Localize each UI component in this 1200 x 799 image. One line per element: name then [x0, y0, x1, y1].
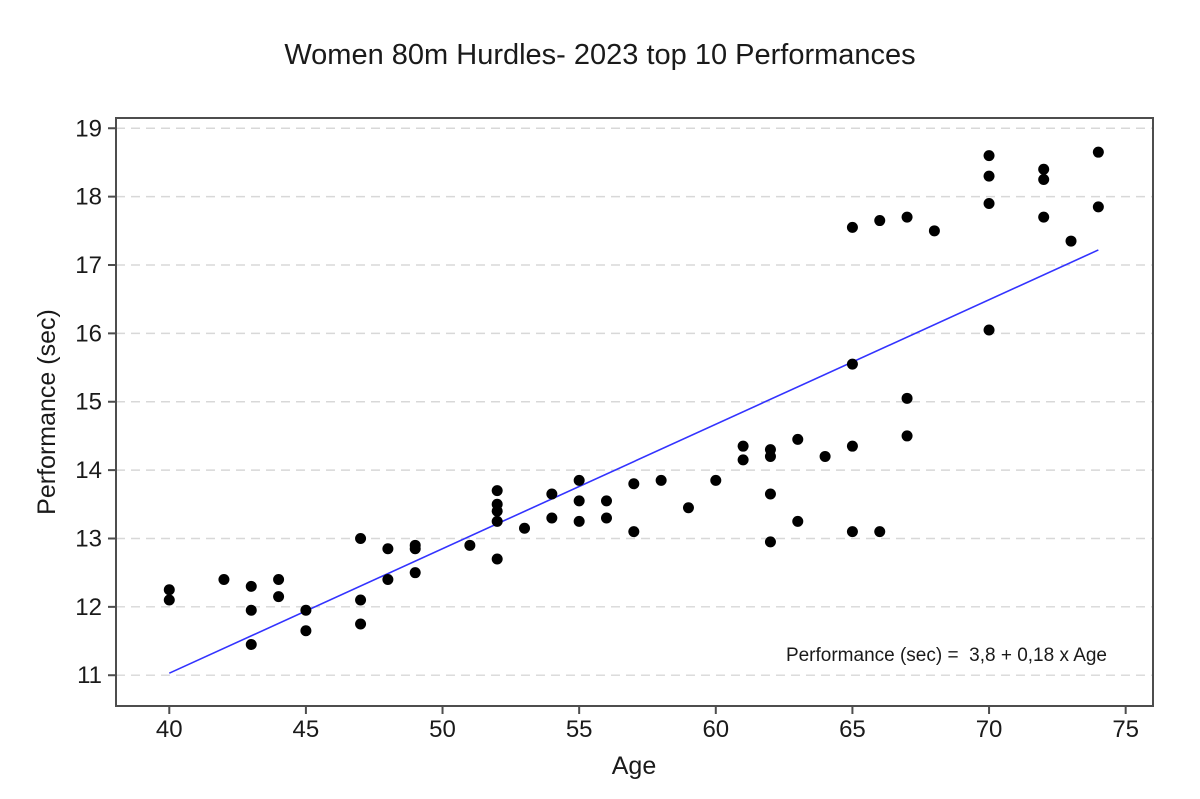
data-point: [792, 433, 804, 445]
y-tick-label: 13: [75, 525, 102, 552]
data-point: [464, 539, 476, 551]
data-point: [628, 526, 640, 538]
data-point: [983, 324, 995, 336]
y-tick-label: 11: [77, 662, 102, 689]
data-point: [245, 580, 257, 592]
y-tick-label: 19: [75, 115, 102, 142]
data-point: [573, 515, 585, 527]
y-gridlines: [116, 127, 1153, 676]
data-point: [573, 474, 585, 486]
data-point: [792, 515, 804, 527]
data-point: [382, 543, 394, 555]
x-axis-label: Age: [612, 752, 656, 780]
data-point: [573, 495, 585, 507]
data-point: [600, 495, 612, 507]
x-tick-marks: [168, 706, 1127, 714]
data-point: [245, 638, 257, 650]
data-point: [628, 478, 640, 490]
data-point: [737, 440, 749, 452]
data-point: [273, 574, 285, 586]
data-point: [1092, 201, 1104, 213]
data-point: [300, 604, 312, 616]
plot-frame: [115, 117, 1154, 707]
data-point: [901, 211, 913, 223]
data-point: [273, 591, 285, 603]
data-point: [546, 512, 558, 524]
data-point: [218, 574, 230, 586]
data-point: [764, 488, 776, 500]
data-point: [491, 505, 503, 517]
y-tick-label: 18: [75, 184, 102, 211]
y-tick-label: 14: [75, 457, 102, 484]
data-point: [491, 515, 503, 527]
data-point: [355, 618, 367, 630]
x-tick-label: 70: [976, 716, 1003, 743]
regression-line: [168, 249, 1099, 674]
x-tick-label: 40: [156, 716, 183, 743]
data-point: [846, 221, 858, 233]
data-point: [983, 170, 995, 182]
data-point: [764, 450, 776, 462]
data-point: [874, 215, 886, 227]
x-tick-label: 45: [293, 716, 320, 743]
data-point: [382, 574, 394, 586]
data-point: [163, 594, 175, 606]
chart-title: Women 80m Hurdles- 2023 top 10 Performan…: [284, 39, 915, 71]
data-point: [983, 197, 995, 209]
data-point: [764, 536, 776, 548]
data-point: [1038, 211, 1050, 223]
data-point: [874, 526, 886, 538]
data-point: [519, 522, 531, 534]
data-point: [1092, 146, 1104, 158]
x-tick-label: 55: [566, 716, 593, 743]
data-point: [546, 488, 558, 500]
data-point: [846, 440, 858, 452]
data-point: [163, 584, 175, 596]
data-point: [983, 150, 995, 162]
x-tick-label: 65: [839, 716, 866, 743]
x-tick-labels: 40 45 50 55 60 65 70 75: [156, 716, 1139, 743]
x-tick-label: 50: [429, 716, 456, 743]
y-tick-label: 15: [75, 389, 102, 416]
data-point: [819, 450, 831, 462]
data-point: [300, 625, 312, 637]
y-tick-label: 17: [75, 252, 102, 279]
data-point: [409, 567, 421, 579]
data-point: [491, 485, 503, 497]
x-tick-label: 60: [702, 716, 729, 743]
data-point: [901, 392, 913, 404]
data-point: [655, 474, 667, 486]
data-point: [682, 502, 694, 514]
data-point: [409, 543, 421, 555]
y-tick-label: 16: [75, 320, 102, 347]
data-point: [245, 604, 257, 616]
y-axis-label: Performance (sec): [33, 309, 61, 515]
data-point: [1038, 163, 1050, 175]
y-tick-label: 12: [75, 594, 102, 621]
regression-equation-label: Performance (sec) = 3,8 + 0,18 x Age: [786, 645, 1107, 666]
data-point: [710, 474, 722, 486]
data-point: [1038, 174, 1050, 186]
data-point: [1065, 235, 1077, 247]
data-point: [901, 430, 913, 442]
data-point: [355, 532, 367, 544]
y-tick-marks: [108, 127, 116, 677]
data-point: [600, 512, 612, 524]
y-tick-labels: 11 12 13 14 15 16 17 18 19: [75, 115, 102, 689]
data-points: [163, 146, 1104, 650]
data-point: [846, 526, 858, 538]
data-point: [737, 454, 749, 466]
data-point: [928, 225, 940, 237]
data-point: [491, 553, 503, 565]
data-point: [355, 594, 367, 606]
x-tick-label: 75: [1112, 716, 1139, 743]
data-point: [846, 358, 858, 370]
